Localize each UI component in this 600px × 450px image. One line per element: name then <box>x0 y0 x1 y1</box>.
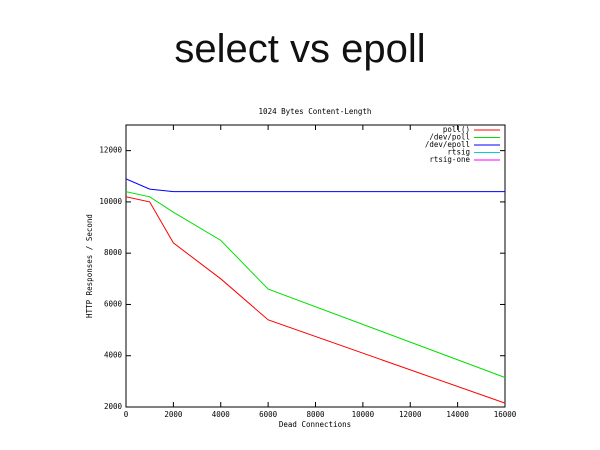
slide-title: select vs epoll <box>174 27 425 71</box>
y-axis-label: HTTP Responses / Second <box>85 214 94 318</box>
y-tick-label: 6000 <box>104 299 123 308</box>
series-line <box>125 178 505 193</box>
x-tick-label: 8000 <box>306 410 325 419</box>
legend-label: poll() <box>443 125 470 134</box>
x-tick-label: 6000 <box>259 410 278 419</box>
legend-label: /dev/epoll <box>425 140 470 149</box>
y-tick-label: 4000 <box>104 351 123 360</box>
series-line <box>125 196 506 404</box>
y-tick-label: 12000 <box>99 146 122 155</box>
x-tick-label: 4000 <box>212 410 231 419</box>
x-tick-label: 10000 <box>352 410 375 419</box>
x-tick-label: 0 <box>124 410 129 419</box>
y-tick-label: 2000 <box>104 402 123 411</box>
x-tick-label: 16000 <box>494 410 517 419</box>
x-tick-label: 14000 <box>446 410 469 419</box>
legend-label: rtsig-one <box>429 155 470 164</box>
chart-title: 1024 Bytes Content-Length <box>259 107 372 116</box>
legend-label: rtsig <box>447 148 470 157</box>
legend-label: /dev/poll <box>429 133 470 142</box>
x-tick-label: 2000 <box>164 410 183 419</box>
y-tick-label: 8000 <box>104 248 123 257</box>
plot-frame <box>125 124 506 408</box>
x-tick-label: 12000 <box>399 410 422 419</box>
series-line <box>125 191 506 378</box>
x-axis-label: Dead Connections <box>279 420 351 429</box>
y-tick-label: 10000 <box>99 197 122 206</box>
